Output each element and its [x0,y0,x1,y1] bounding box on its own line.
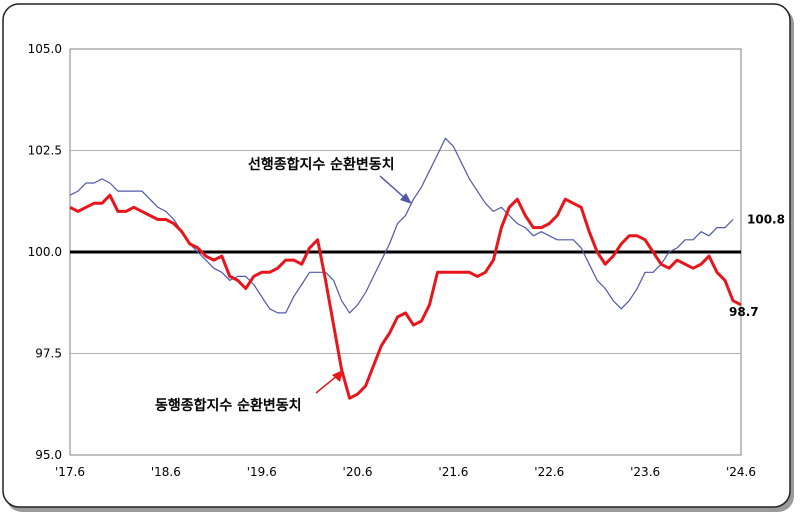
leading-index-arrowhead [400,193,412,204]
x-tick-label: '22.6 [534,465,564,479]
x-tick-label: '20.6 [343,465,373,479]
x-tick-label: '19.6 [247,465,277,479]
leading-index-arrow [379,175,408,201]
series-layer [69,137,742,400]
grid-lines [70,150,741,354]
coincident-index-end-label: 98.7 [729,305,759,319]
y-tick-label: 105.0 [28,42,62,56]
leading-index-annotation: 선행종합지수 순환변동치 [248,156,395,173]
y-tick-label: 97.5 [35,347,62,361]
x-axis-ticks: '17.6 '18.6 '19.6 '20.6 '21.6 '22.6 '23.6 '24.6 [55,465,756,479]
y-tick-label: 95.0 [35,448,62,462]
x-tick-label: '17.6 [55,465,85,479]
leading-index-end-label: 100.8 [747,213,785,227]
coincident-index-arrow [315,374,339,394]
y-tick-label: 102.5 [28,144,62,158]
coincident-index-line [69,193,742,400]
coincident-index-annotation: 동행종합지수 순환변동치 [155,397,302,414]
x-tick-label: '23.6 [630,465,660,479]
x-tick-label: '21.6 [438,465,468,479]
y-tick-label: 100.0 [28,245,62,259]
coincident-index-arrowhead [332,370,343,382]
x-tick-label: '24.6 [726,465,756,479]
x-tick-label: '18.6 [151,465,181,479]
y-axis-ticks: 105.0 102.5 100.0 97.5 95.0 [28,42,62,462]
